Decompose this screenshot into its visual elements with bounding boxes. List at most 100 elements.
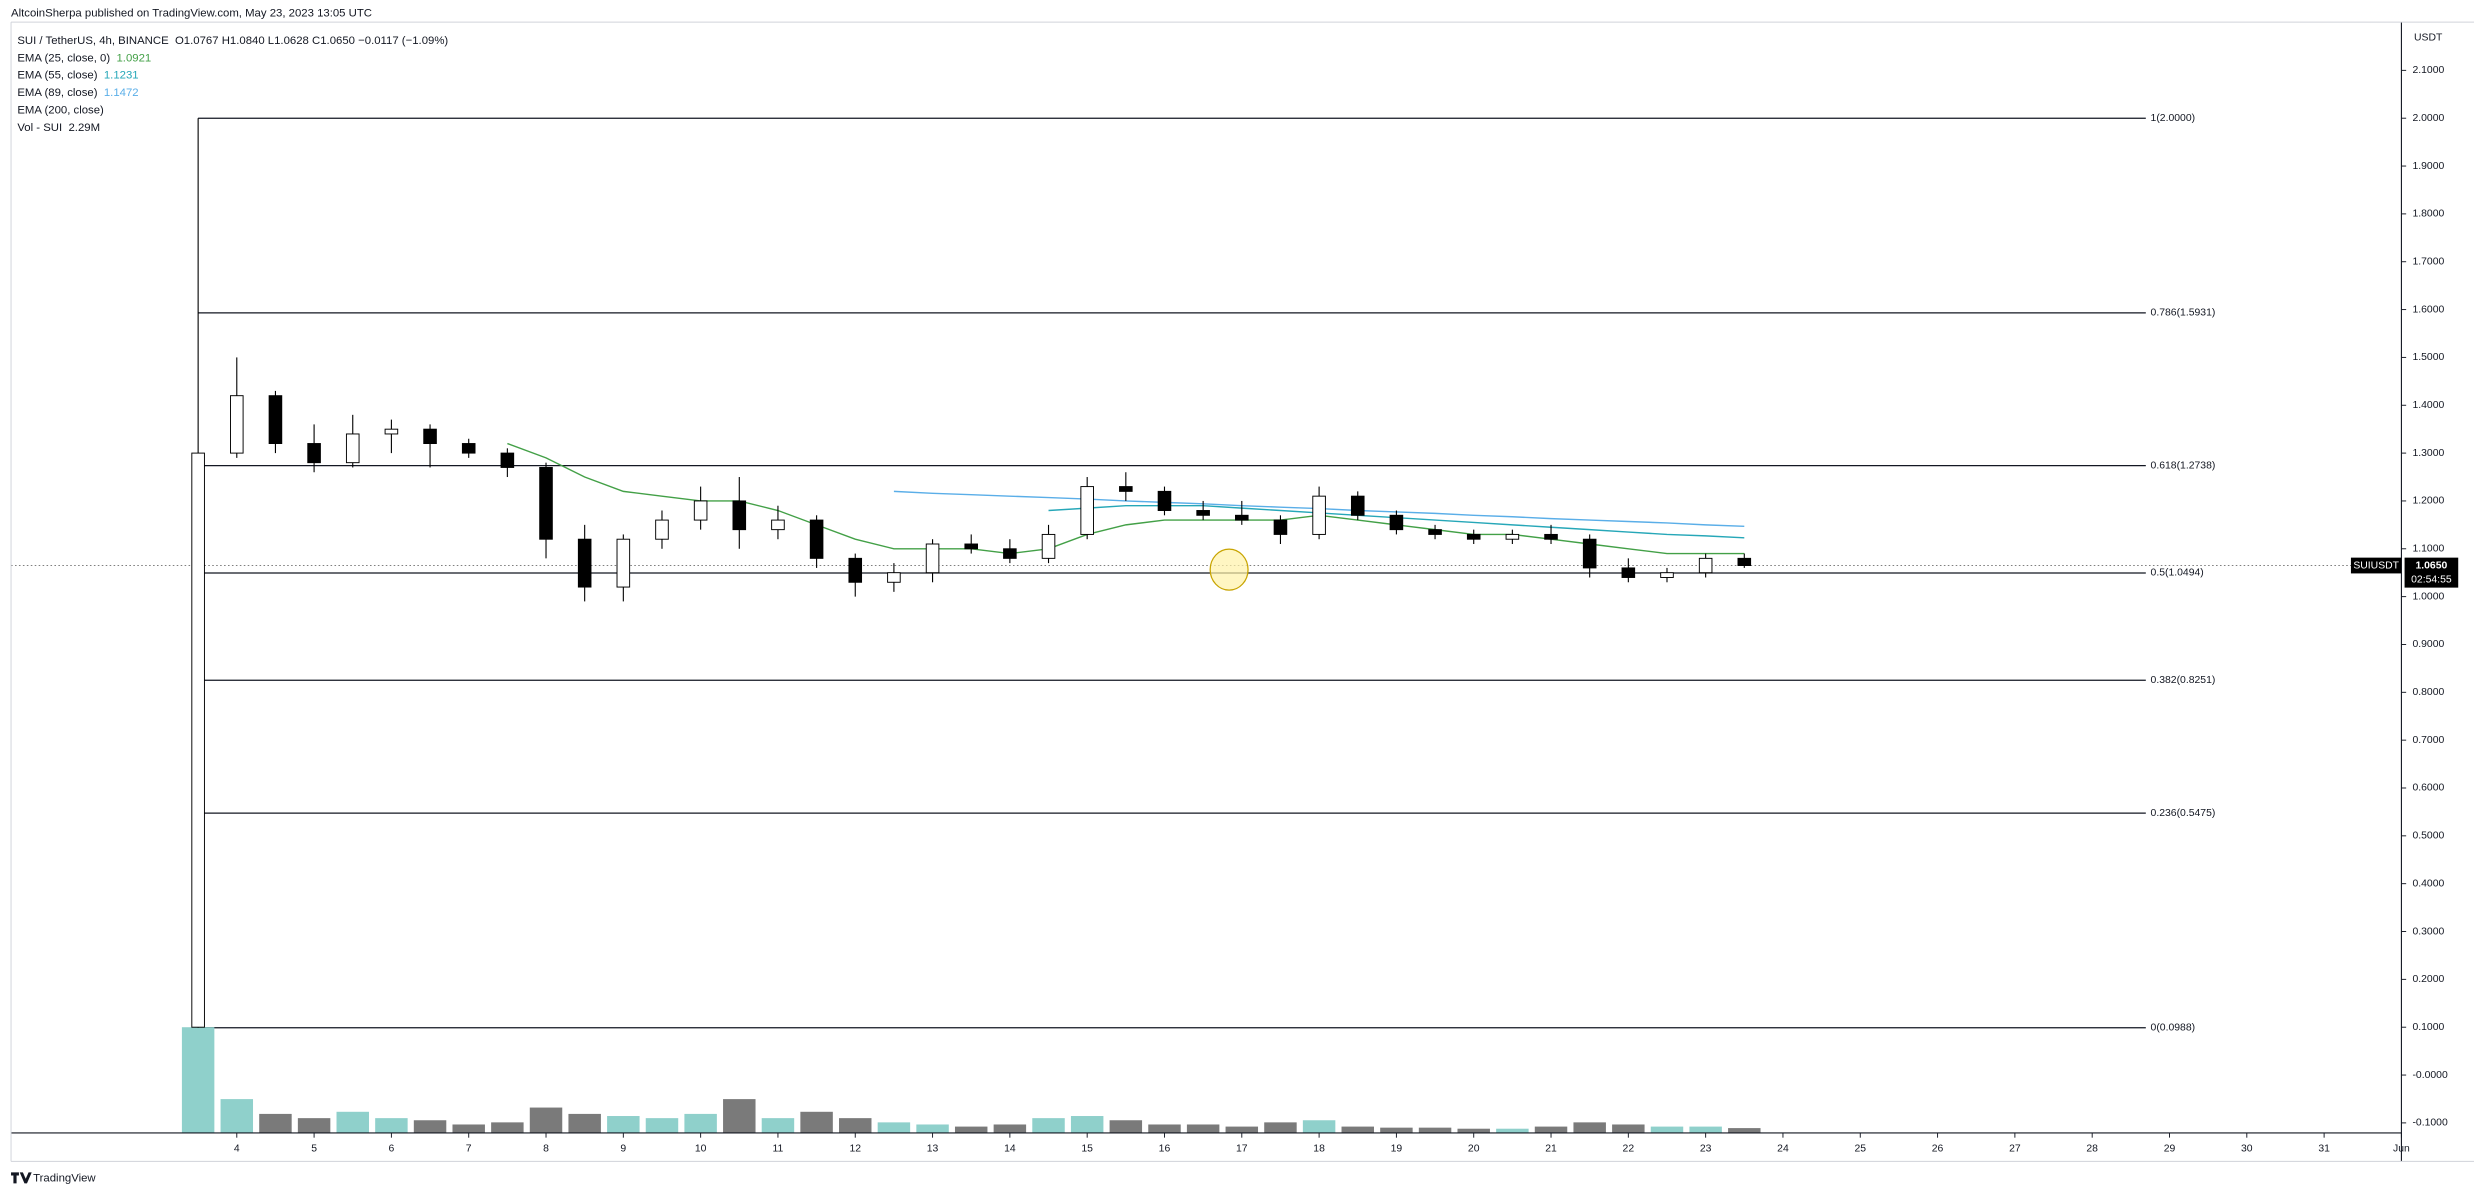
volume-bar [1534, 1126, 1568, 1133]
y-tick-label: 0.4000 [2412, 878, 2444, 889]
candle-body [1119, 486, 1133, 492]
candle-body [1196, 510, 1210, 516]
x-tick-label: 27 [2009, 1143, 2021, 1154]
x-tick-label: 24 [1777, 1143, 1789, 1154]
y-tick-label: -0.0000 [2412, 1070, 2448, 1081]
y-tick-label: 1.5000 [2412, 352, 2444, 363]
candle-body [1737, 557, 1752, 567]
y-tick-label: 0.1000 [2412, 1022, 2444, 1033]
x-tick-label: 21 [1545, 1143, 1557, 1154]
x-tick-label: 15 [1081, 1143, 1093, 1154]
volume-bar [181, 1027, 215, 1133]
volume-bar [1109, 1120, 1143, 1133]
symbol-tag [2350, 557, 2402, 574]
volume-bar [723, 1099, 756, 1133]
volume-bar [645, 1118, 679, 1133]
candle-body [577, 538, 592, 588]
fib-level-label: 0.236(0.5475) [2151, 808, 2216, 819]
y-tick-label: 0.2000 [2412, 974, 2444, 985]
x-tick-label: 13 [927, 1143, 939, 1154]
volume-bar [1186, 1124, 1220, 1133]
volume-bar [297, 1118, 331, 1133]
x-tick-label: 16 [1159, 1143, 1171, 1154]
legend-name: Vol - SUI [17, 122, 62, 134]
volume-bar [993, 1124, 1027, 1133]
volume-bar [1148, 1124, 1181, 1133]
y-tick-label: 1.6000 [2412, 304, 2444, 315]
x-tick-label: 22 [1623, 1143, 1635, 1154]
publisher: AltcoinSherpa published on TradingView.c… [11, 7, 372, 19]
candle-body [925, 543, 940, 574]
candle-body [1505, 533, 1520, 540]
candle-body [500, 452, 515, 468]
candle-body [693, 500, 708, 521]
candle-body [809, 519, 824, 559]
candle-body [1466, 533, 1481, 540]
y-tick-label: 0.8000 [2412, 687, 2444, 698]
candle-body [887, 572, 901, 583]
footer-brand: TradingView [33, 1173, 96, 1185]
volume-bar [1496, 1128, 1529, 1133]
volume-bar [491, 1122, 524, 1133]
fib-level-label: 0.618(1.2738) [2151, 460, 2216, 471]
legend-name: EMA (55, close) [17, 70, 97, 82]
x-tick-label: 25 [1854, 1143, 1866, 1154]
candle-body [191, 452, 205, 1028]
volume-bar [375, 1118, 408, 1133]
volume-bar [1418, 1127, 1452, 1133]
y-tick-label: -0.1000 [2412, 1118, 2448, 1129]
chart-title: SUI / TetherUS, 4h, BINANCE [17, 35, 169, 47]
volume-bar [1457, 1128, 1490, 1133]
volume-bar [839, 1118, 872, 1133]
candle-body [1660, 572, 1674, 578]
legend-name: EMA (89, close) [17, 87, 97, 99]
fib-level-label: 0.786(1.5931) [2151, 308, 2216, 319]
fib-level-label: 1(2.0000) [2151, 113, 2196, 124]
y-tick-label: 0.5000 [2412, 831, 2444, 842]
candle-body [384, 428, 399, 435]
x-tick-label: Jun [2393, 1143, 2410, 1154]
x-tick-label: 23 [1700, 1143, 1712, 1154]
candle-body [1235, 514, 1249, 521]
x-tick-label: 12 [849, 1143, 861, 1154]
x-tick-label: 18 [1313, 1143, 1325, 1154]
x-tick-label: 14 [1004, 1143, 1016, 1154]
volume-bar [1225, 1126, 1259, 1133]
y-axis-unit: USDT [2414, 33, 2443, 44]
volume-bar [1264, 1122, 1297, 1133]
candle-body [732, 500, 747, 531]
candle-body [1003, 548, 1017, 559]
candle-body [1080, 486, 1094, 535]
candle-body [1350, 495, 1365, 516]
candle-body [423, 428, 437, 445]
candle-body [616, 538, 631, 588]
candle-body [1544, 533, 1558, 540]
volume-bar [877, 1122, 911, 1133]
volume-bar [452, 1124, 485, 1133]
volume-bar [1728, 1128, 1761, 1133]
countdown-label: 02:54:55 [2411, 574, 2452, 585]
candle-body [655, 519, 669, 540]
candle-body [1698, 557, 1713, 574]
legend-value: 2.29M [68, 122, 100, 134]
x-tick-label: 7 [466, 1143, 472, 1154]
volume-bar [607, 1116, 640, 1133]
x-tick-label: 19 [1391, 1143, 1403, 1154]
y-tick-label: 1.0000 [2412, 591, 2444, 602]
candle-body [345, 433, 360, 464]
y-tick-label: 1.4000 [2412, 400, 2444, 411]
candle-body [1157, 490, 1172, 511]
volume-bar [761, 1118, 795, 1133]
candle-body [1389, 514, 1404, 531]
price-tag [2404, 557, 2459, 588]
legend-name: EMA (25, close, 0) [17, 52, 110, 64]
legend-value: 1.0921 [116, 52, 151, 64]
fib-level-label: 0.382(0.8251) [2151, 675, 2216, 686]
fib-level-label: 0(0.0988) [2151, 1023, 2196, 1034]
x-tick-label: 20 [1468, 1143, 1480, 1154]
candle-body [1582, 538, 1597, 569]
y-tick-label: 0.9000 [2412, 639, 2444, 650]
candle-body [268, 395, 283, 445]
